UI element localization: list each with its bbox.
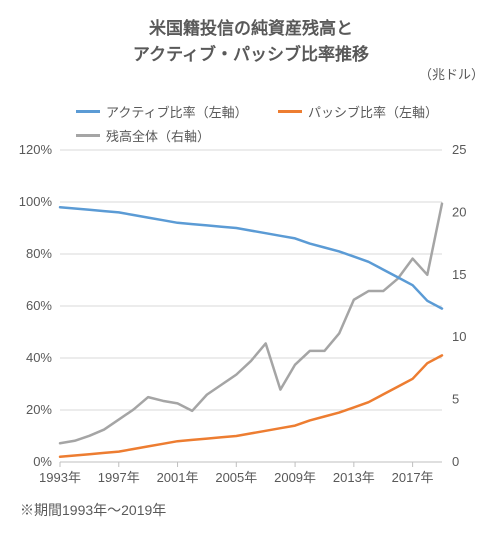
svg-text:2013年: 2013年 <box>333 470 375 485</box>
svg-text:40%: 40% <box>26 350 52 365</box>
svg-text:1993年: 1993年 <box>39 470 81 485</box>
svg-text:10: 10 <box>452 329 466 344</box>
svg-text:1997年: 1997年 <box>98 470 140 485</box>
svg-text:20%: 20% <box>26 402 52 417</box>
svg-text:2001年: 2001年 <box>157 470 199 485</box>
svg-text:20: 20 <box>452 204 466 219</box>
svg-text:15: 15 <box>452 267 466 282</box>
svg-text:120%: 120% <box>19 142 53 157</box>
chart-plot: 0% 20% 40% 60% 80% 100% 120% 0 5 10 15 20 25 1993年 199… <box>0 0 502 534</box>
svg-text:2009年: 2009年 <box>274 470 316 485</box>
svg-text:2005年: 2005年 <box>215 470 257 485</box>
svg-text:0%: 0% <box>33 454 52 469</box>
svg-text:60%: 60% <box>26 298 52 313</box>
svg-text:25: 25 <box>452 142 466 157</box>
svg-text:100%: 100% <box>19 194 53 209</box>
svg-text:80%: 80% <box>26 246 52 261</box>
chart-container: 米国籍投信の純資産残高と アクティブ・パッシブ比率推移 （兆ドル） アクティブ比… <box>0 0 502 534</box>
svg-text:5: 5 <box>452 392 459 407</box>
chart-footnote: ※期間1993年〜2019年 <box>20 500 166 520</box>
svg-text:0: 0 <box>452 454 459 469</box>
svg-text:2017年: 2017年 <box>392 470 434 485</box>
